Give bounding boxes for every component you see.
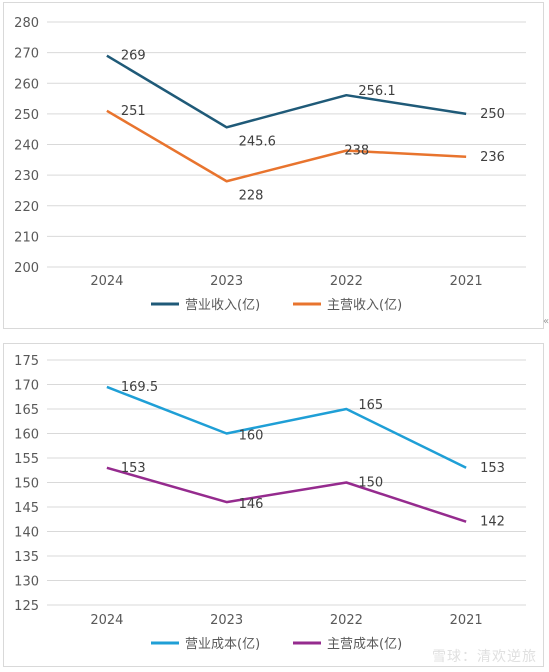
data-label: 269 xyxy=(121,49,146,64)
data-label: 153 xyxy=(121,461,146,476)
legend-label: 主营成本(亿) xyxy=(327,637,402,652)
data-label: 256.1 xyxy=(358,84,395,99)
series-line xyxy=(106,385,467,469)
x-tick-label: 2023 xyxy=(210,613,243,628)
y-tick-label: 240 xyxy=(14,139,39,154)
data-label: 146 xyxy=(239,497,264,512)
data-label: 238 xyxy=(344,144,369,159)
x-tick-label: 2022 xyxy=(330,274,363,289)
data-label: 142 xyxy=(480,515,505,530)
series-line xyxy=(106,466,467,523)
y-tick-label: 145 xyxy=(14,501,39,516)
y-tick-label: 130 xyxy=(14,575,39,590)
data-label: 250 xyxy=(480,107,505,122)
revenue-chart-panel: 200 210 220 230 240 250 260 270 280 2024 2023 2022 2… xyxy=(3,2,544,329)
data-label: 228 xyxy=(239,188,264,203)
x-tick-label: 2024 xyxy=(90,274,123,289)
data-label: 245.6 xyxy=(239,134,276,149)
y-tick-label: 280 xyxy=(14,16,39,31)
revenue-chart: 200 210 220 230 240 250 260 270 280 2024 2023 2022 2… xyxy=(14,16,526,313)
data-label: 251 xyxy=(121,104,146,119)
series-line xyxy=(106,109,467,183)
y-tick-label: 250 xyxy=(14,108,39,123)
watermark: 雪球：清欢逆旅 xyxy=(432,649,537,665)
data-label: 169.5 xyxy=(121,380,158,395)
y-tick-label: 270 xyxy=(14,47,39,62)
data-label: 153 xyxy=(480,461,505,476)
y-tick-label: 140 xyxy=(14,526,39,541)
y-tick-label: 220 xyxy=(14,200,39,215)
cost-chart: 125 130 135 140 145 150 155 160 165 170 175 2024 202… xyxy=(14,354,526,652)
legend-label: 营业成本(亿) xyxy=(185,637,260,652)
y-tick-label: 160 xyxy=(14,428,39,443)
y-tick-label: 175 xyxy=(14,354,39,369)
y-tick-label: 165 xyxy=(14,403,39,418)
x-tick-label: 2024 xyxy=(90,613,123,628)
legend-label: 主营收入(亿) xyxy=(327,298,402,313)
y-tick-label: 260 xyxy=(14,77,39,92)
y-tick-label: 230 xyxy=(14,169,39,184)
series-line xyxy=(106,54,467,129)
data-label: 150 xyxy=(358,476,383,491)
y-tick-label: 135 xyxy=(14,550,39,565)
x-tick-label: 2023 xyxy=(210,274,243,289)
x-tick-label: 2022 xyxy=(330,613,363,628)
data-label: 160 xyxy=(239,429,264,444)
y-tick-label: 210 xyxy=(14,230,39,245)
data-label: 236 xyxy=(480,150,505,165)
legend-label: 营业收入(亿) xyxy=(185,298,260,313)
x-tick-label: 2021 xyxy=(450,613,483,628)
y-tick-label: 150 xyxy=(14,477,39,492)
x-tick-label: 2021 xyxy=(450,274,483,289)
y-tick-label: 125 xyxy=(14,599,39,614)
corner-mark: « xyxy=(543,316,549,327)
y-tick-label: 200 xyxy=(14,261,39,276)
y-tick-label: 170 xyxy=(14,379,39,394)
y-tick-label: 155 xyxy=(14,452,39,467)
data-label: 165 xyxy=(358,398,383,413)
cost-chart-panel: 125 130 135 140 145 150 155 160 165 170 175 2024 202… xyxy=(3,343,544,667)
